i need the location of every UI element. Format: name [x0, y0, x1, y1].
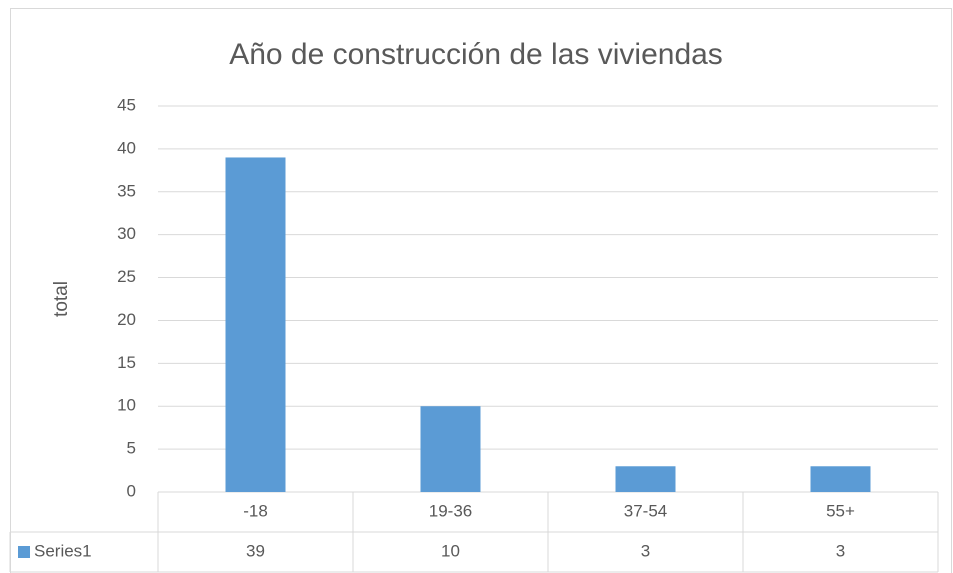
- y-tick-label: 40: [117, 138, 136, 157]
- table-value: 3: [641, 541, 650, 560]
- x-tick-label: -18: [243, 501, 268, 520]
- bar: [225, 157, 286, 492]
- y-tick-label: 20: [117, 310, 136, 329]
- y-tick-label: 35: [117, 181, 136, 200]
- y-tick-label: 30: [117, 224, 136, 243]
- x-tick-label: 19-36: [429, 501, 472, 520]
- bar: [420, 406, 481, 492]
- legend-swatch: [18, 546, 30, 558]
- y-axis-label: total: [51, 281, 72, 317]
- bar: [810, 466, 871, 492]
- x-tick-label: 37-54: [624, 501, 667, 520]
- y-tick-label: 0: [127, 481, 136, 500]
- chart-title: Año de construcción de las viviendas: [229, 38, 723, 71]
- y-tick-label: 10: [117, 396, 136, 415]
- table-value: 10: [441, 541, 460, 560]
- chart-border: [10, 8, 952, 573]
- y-tick-label: 25: [117, 267, 136, 286]
- x-tick-label: 55+: [826, 501, 855, 520]
- table-value: 39: [246, 541, 265, 560]
- legend-label: Series1: [34, 541, 92, 560]
- y-tick-label: 45: [117, 95, 136, 114]
- table-value: 3: [836, 541, 845, 560]
- y-tick-label: 15: [117, 353, 136, 372]
- bar: [615, 466, 676, 492]
- y-tick-label: 5: [127, 439, 136, 458]
